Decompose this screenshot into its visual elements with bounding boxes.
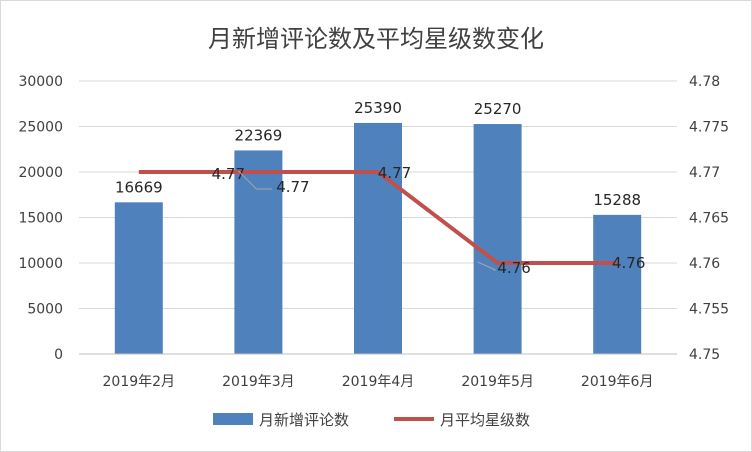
line-value-label: 4.77 — [276, 178, 309, 196]
line-series — [138, 170, 618, 265]
x-tick-label: 2019年3月 — [222, 374, 295, 390]
x-tick-label: 2019年4月 — [342, 374, 415, 390]
legend-label-line: 月平均星级数 — [440, 411, 530, 429]
bar — [114, 202, 163, 354]
line-value-label: 4.76 — [497, 259, 530, 277]
line-value-label: 4.76 — [612, 254, 645, 272]
legend-swatch-bar — [213, 413, 253, 425]
x-tick-label: 2019年5月 — [461, 374, 534, 390]
y-left-tick-label: 15000 — [18, 211, 63, 227]
y-right-tick-label: 4.76 — [689, 256, 720, 272]
y-left-tick-label: 10000 — [18, 256, 63, 272]
bar-value-label: 16669 — [115, 178, 163, 196]
bar-value-label: 25270 — [474, 100, 522, 118]
bar — [354, 122, 402, 355]
bar — [593, 214, 642, 354]
y-right-tick-label: 4.775 — [689, 120, 729, 136]
chart-title: 月新增评论数及平均星级数变化 — [208, 25, 544, 53]
bar-value-label: 25390 — [354, 99, 402, 117]
legend-label-bar: 月新增评论数 — [259, 411, 349, 429]
bar — [234, 150, 283, 354]
y-right-tick-label: 4.78 — [689, 74, 720, 90]
axes: 0 5000 10000 15000 20000 25000 30000 4.75 4.755 4… — [18, 74, 729, 390]
y-left-tick-label: 0 — [54, 347, 63, 363]
series-line — [138, 170, 618, 265]
legend: 月新增评论数 月平均星级数 — [213, 411, 530, 429]
x-tick-label: 2019年2月 — [103, 374, 176, 390]
line-value-label: 4.77 — [212, 165, 245, 183]
y-right-tick-label: 4.75 — [689, 347, 720, 363]
bar — [473, 124, 522, 354]
y-left-tick-label: 25000 — [18, 120, 63, 136]
line-value-label: 4.77 — [378, 164, 411, 182]
data-labels: 16669 22369 25390 25270 15288 4.77 4.77 4.77 4.7… — [115, 99, 645, 277]
bar-series — [114, 122, 642, 355]
leader-line — [238, 170, 273, 190]
y-left-tick-label: 30000 — [18, 74, 63, 90]
y-right-tick-label: 4.755 — [689, 302, 729, 318]
y-right-tick-label: 4.77 — [689, 165, 720, 181]
y-left-tick-label: 5000 — [27, 302, 63, 318]
y-right-tick-label: 4.765 — [689, 211, 729, 227]
bar-value-label: 22369 — [235, 126, 283, 144]
x-tick-label: 2019年6月 — [581, 374, 654, 390]
bar-value-label: 15288 — [593, 191, 641, 209]
y-left-tick-label: 20000 — [18, 165, 63, 181]
leader-line — [477, 261, 496, 271]
